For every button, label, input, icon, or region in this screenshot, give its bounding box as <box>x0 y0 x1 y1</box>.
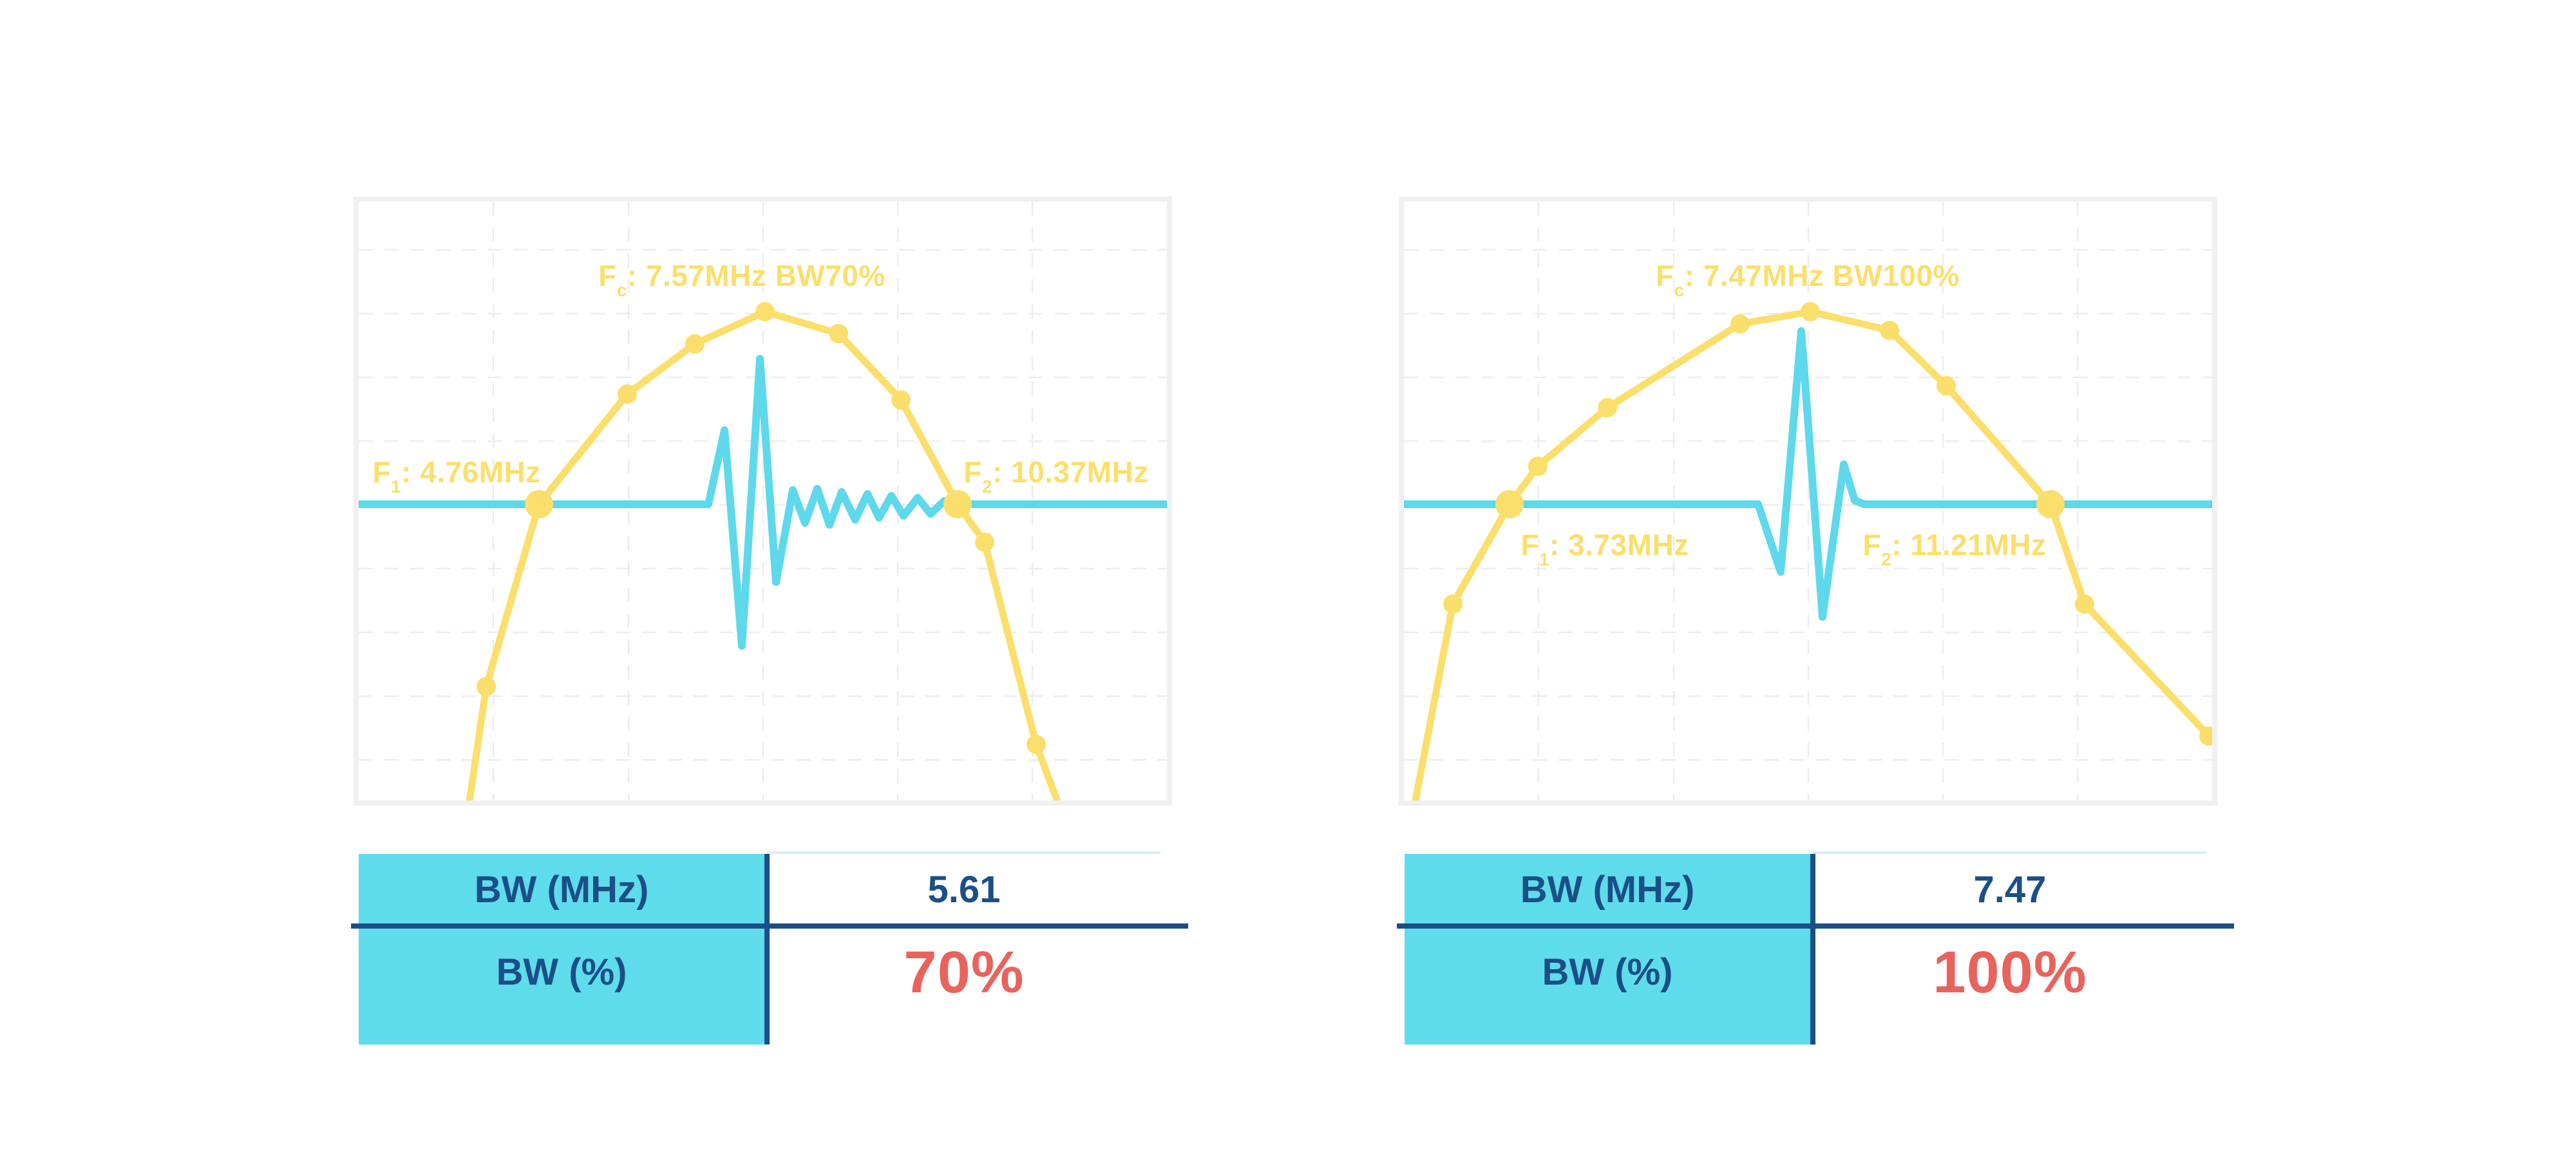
f1-text: : 4.76MHz <box>401 455 541 489</box>
bw-mhz-label: BW (MHz) <box>474 869 649 911</box>
bw-table-70pct: BW (MHz) 5.61 BW (%) 70% <box>351 851 1188 1045</box>
f2-annotation: F2: 10.37MHz <box>963 455 1149 496</box>
fc-subscript: c <box>1674 280 1685 300</box>
bw-pct-label: BW (%) <box>1542 951 1673 993</box>
f2-prefix: F <box>1862 528 1882 562</box>
f2-text: : 11.21MHz <box>1891 528 2047 562</box>
bw-mhz-value: 7.47 <box>1973 869 2047 911</box>
f2-prefix: F <box>963 455 982 489</box>
bw-mhz-label: BW (MHz) <box>1520 869 1695 911</box>
table-top-line <box>767 851 1160 854</box>
plot-panel-100pct: Fc: 7.47MHz BW100% F1: 3.73MHz F2: 11.21… <box>1399 196 2217 806</box>
f1-prefix: F <box>1520 528 1539 562</box>
label-column-background <box>1405 854 1814 1045</box>
f2-subscript: 2 <box>1881 549 1892 569</box>
fc-annotation: Fc: 7.57MHz BW70% <box>598 259 886 299</box>
fc-text: : 7.47MHz BW100% <box>1684 259 1960 292</box>
bw-pct-value: 70% <box>904 940 1025 1005</box>
f2-subscript: 2 <box>981 477 992 497</box>
fc-text: : 7.57MHz BW70% <box>627 259 886 292</box>
bw-pct-label: BW (%) <box>496 951 627 993</box>
row-divider-line <box>1397 923 2234 929</box>
f2-text: : 10.37MHz <box>992 455 1149 489</box>
f1-annotation: F1: 4.76MHz <box>372 455 541 496</box>
plot-panel-70pct: Fc: 7.57MHz BW70% F1: 4.76MHz F2: 10.37M… <box>354 196 1172 806</box>
f1-text: : 3.73MHz <box>1549 528 1689 562</box>
fc-prefix: F <box>598 259 617 292</box>
table-top-line <box>1813 851 2206 854</box>
f1-annotation: F1: 3.73MHz <box>1520 528 1689 569</box>
column-divider-line <box>764 854 770 1045</box>
bw-table-100pct: BW (MHz) 7.47 BW (%) 100% <box>1397 851 2234 1045</box>
fc-annotation: Fc: 7.47MHz BW100% <box>1656 259 1960 299</box>
spectrum-pulse-plot <box>1404 202 2212 800</box>
row-divider-line <box>351 923 1188 929</box>
bw-mhz-value: 5.61 <box>927 869 1001 911</box>
f2-annotation: F2: 11.21MHz <box>1862 528 2047 569</box>
fc-subscript: c <box>616 280 627 300</box>
f1-subscript: 1 <box>1539 549 1550 569</box>
f1-prefix: F <box>372 455 391 489</box>
bw-pct-value: 100% <box>1933 940 2087 1005</box>
label-column-background <box>359 854 768 1045</box>
f1-subscript: 1 <box>390 477 402 497</box>
column-divider-line <box>1810 854 1815 1045</box>
fc-prefix: F <box>1656 259 1674 292</box>
spectrum-pulse-plot <box>359 202 1167 800</box>
